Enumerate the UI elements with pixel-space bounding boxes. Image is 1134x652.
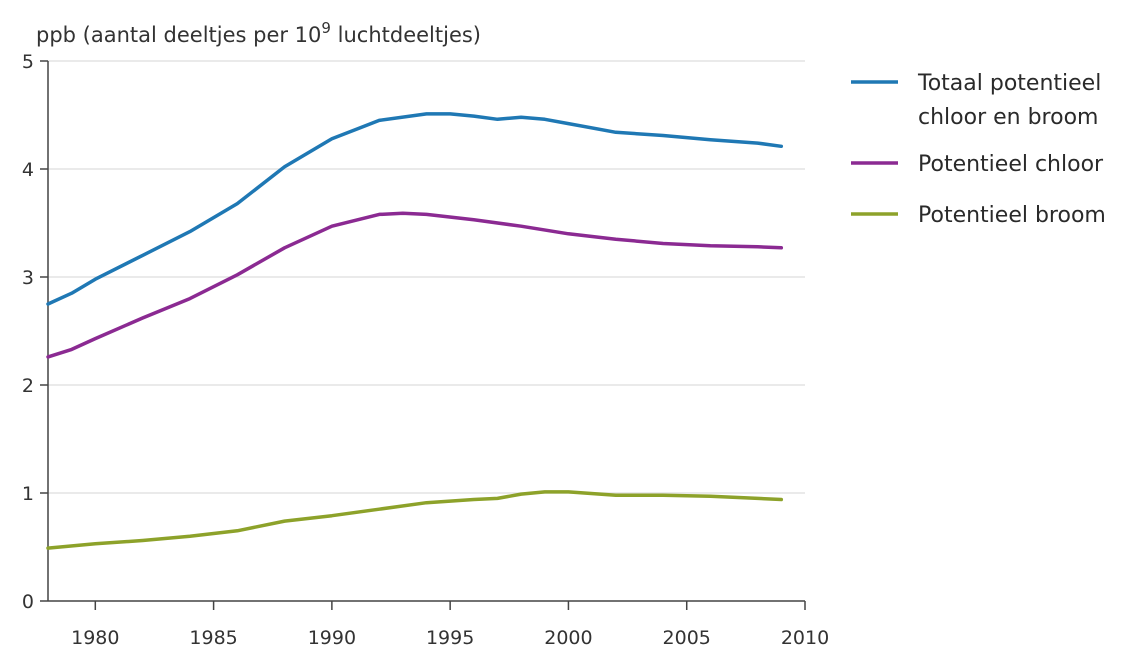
y-axis-label: ppb (aantal deeltjes per 109 luchtdeeltj… (36, 19, 481, 47)
series-line-0 (46, 112, 784, 306)
y-axis-label-exponent: 9 (321, 19, 331, 37)
x-tick-label: 1990 (308, 627, 356, 649)
legend-label-2: Potentieel broom (918, 203, 1106, 228)
x-tick-label: 2000 (544, 627, 592, 649)
x-tick-label: 1995 (426, 627, 474, 649)
y-tick-label: 0 (22, 591, 34, 613)
x-tick-label: 2005 (663, 627, 711, 649)
y-tick-label: 2 (22, 375, 34, 397)
x-tick-label: 2010 (781, 627, 829, 649)
y-tick-label: 5 (22, 51, 34, 73)
x-tick-label: 1985 (189, 627, 237, 649)
series-line-2 (46, 490, 784, 550)
legend-label-0: Totaal potentieel (917, 71, 1101, 96)
gridlines (48, 60, 805, 494)
legend: Totaal potentieel chloor en broom Potentie… (851, 71, 1106, 228)
legend-label-1: Potentieel chloor (918, 152, 1104, 177)
legend-label-0: chloor en broom (918, 105, 1098, 130)
series-lines (46, 112, 784, 550)
y-tick-label: 4 (22, 159, 34, 181)
series-line-1 (46, 211, 784, 359)
y-tick-label: 1 (22, 483, 34, 505)
tick-labels: 0 1 2 3 4 5 1980 1985 1990 1995 2000 2005 2010 (22, 51, 829, 649)
y-axis-label-tail: luchtdeeltjes) (331, 23, 481, 47)
x-tick-label: 1980 (71, 627, 119, 649)
y-tick-label: 3 (22, 267, 34, 289)
axes (40, 60, 806, 610)
